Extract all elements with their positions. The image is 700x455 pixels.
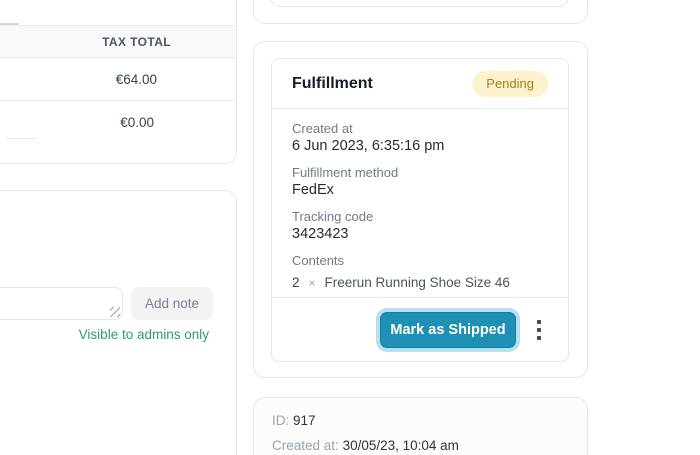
- notes-card: Add note Visible to admins only: [0, 190, 237, 455]
- created-at-line: Created at: 30/05/23, 10:04 am: [272, 438, 569, 453]
- created-at-label: Created at:: [272, 438, 339, 453]
- field-label: Tracking code: [292, 209, 374, 224]
- created-at-value: 30/05/23, 10:04 am: [342, 438, 459, 453]
- item-name: Freerun Running Shoe Size 46: [324, 275, 510, 290]
- multiply-icon: ×: [308, 276, 316, 290]
- field-value-tracking-code: 3423423: [292, 226, 349, 242]
- fulfillment-card: Fulfillment Pending Created at 6 Jun 202…: [271, 58, 569, 362]
- field-value-fulfillment-method: FedEx: [292, 182, 334, 198]
- note-input[interactable]: [0, 287, 123, 320]
- mark-as-shipped-button[interactable]: Mark as Shipped: [380, 311, 516, 348]
- table-row: €64.00: [0, 58, 236, 101]
- tax-total-column-header: TAX TOTAL: [102, 35, 171, 49]
- item-quantity: 2: [292, 275, 300, 290]
- id-value: 917: [293, 413, 316, 428]
- contents-line-item: 2 × Freerun Running Shoe Size 46: [292, 275, 548, 290]
- field-value-created-at: 6 Jun 2023, 6:35:16 pm: [292, 138, 445, 154]
- fulfillment-card-footer: Mark as Shipped: [272, 297, 568, 361]
- contents-label: Contents: [292, 253, 345, 268]
- kebab-menu-icon[interactable]: [533, 316, 545, 344]
- order-id-line: ID: 917: [272, 413, 569, 428]
- tax-total-cell: €0.00: [120, 115, 154, 130]
- field-label: Fulfillment method: [292, 165, 399, 180]
- fulfillment-card-body: Created at 6 Jun 2023, 6:35:16 pm Fulfil…: [272, 109, 568, 298]
- field-label: Created at: [292, 121, 353, 136]
- status-badge: Pending: [472, 70, 548, 97]
- tax-total-cell: €64.00: [115, 72, 157, 87]
- previous-inner-card: [271, 0, 568, 7]
- id-label: ID:: [272, 413, 290, 428]
- row-divider: [0, 23, 19, 25]
- table-row: €0.00: [0, 101, 236, 144]
- partial-divider: [6, 138, 37, 139]
- totals-table-header-row: TAX TOTAL: [0, 25, 236, 58]
- fulfillment-card-header: Fulfillment Pending: [272, 59, 568, 109]
- order-summary-card: TAX TOTAL €64.00 €0.00: [0, 0, 237, 164]
- fulfillment-title: Fulfillment: [292, 74, 373, 92]
- add-note-button[interactable]: Add note: [131, 287, 213, 320]
- fulfillment-section-card: Fulfillment Pending Created at 6 Jun 202…: [253, 41, 588, 378]
- metadata-card: ID: 917 Created at: 30/05/23, 10:04 am: [253, 397, 588, 455]
- previous-section-card: [253, 0, 588, 24]
- note-visibility-hint: Visible to admins only: [78, 327, 209, 342]
